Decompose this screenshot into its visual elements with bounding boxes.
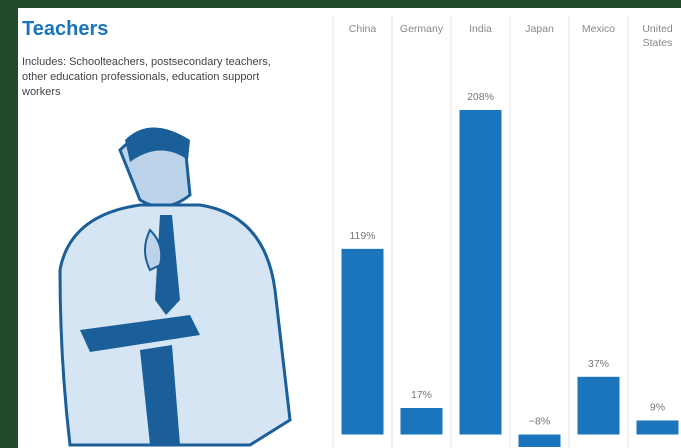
- category-label: Japan: [525, 23, 554, 35]
- bar: [341, 248, 384, 435]
- bar: [577, 376, 620, 435]
- value-label: 208%: [467, 91, 494, 103]
- category-label: United States: [642, 23, 673, 49]
- category-label: Germany: [399, 23, 444, 35]
- bar: [518, 434, 561, 447]
- value-label: −8%: [529, 416, 550, 428]
- arm: [140, 345, 180, 445]
- bar: [636, 420, 679, 435]
- chart-title: Teachers: [22, 18, 109, 40]
- bar: [400, 407, 443, 435]
- category-label: Mexico: [581, 23, 616, 35]
- category-label: India: [469, 23, 492, 35]
- hair: [125, 127, 190, 162]
- clipboard: [80, 315, 200, 352]
- value-label: 17%: [411, 389, 432, 401]
- value-label: 119%: [349, 230, 375, 242]
- value-label: 37%: [588, 358, 609, 370]
- chart-subtitle: Includes: Schoolteachers, postsecondary …: [22, 56, 271, 98]
- value-label: 9%: [650, 401, 665, 413]
- tie: [155, 215, 180, 315]
- bar: [459, 110, 502, 435]
- category-label: China: [348, 23, 377, 35]
- illustration: [58, 127, 292, 447]
- hand: [144, 228, 163, 272]
